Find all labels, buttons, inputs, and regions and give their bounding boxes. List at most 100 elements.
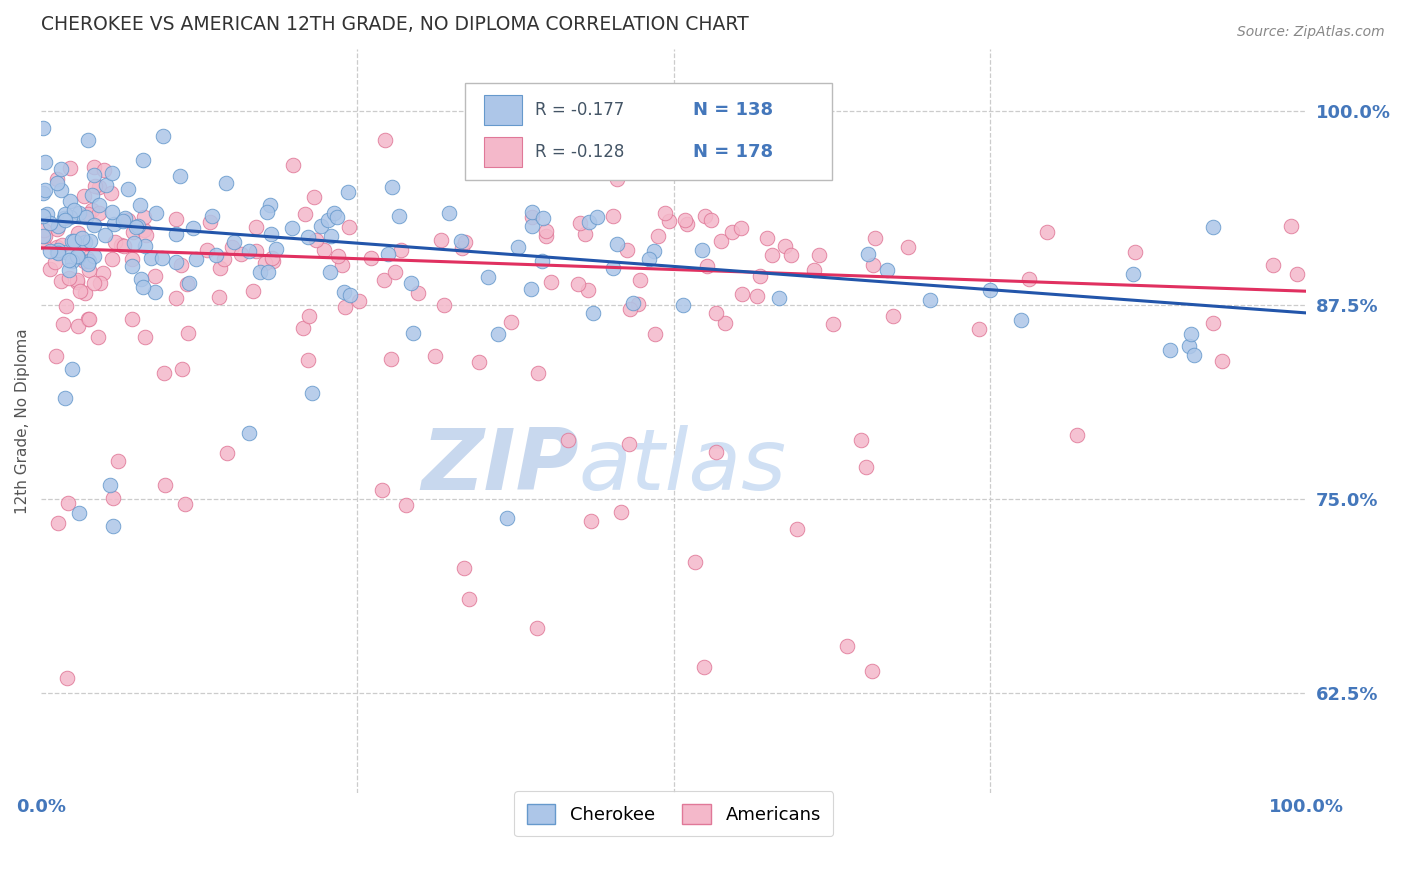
Point	[918, 293, 941, 308]
Point	[124, 236, 146, 251]
Point	[201, 209, 224, 223]
Point	[131, 271, 153, 285]
Point	[761, 248, 783, 262]
Point	[262, 254, 284, 268]
Point	[477, 269, 499, 284]
Point	[46, 240, 69, 254]
Point	[132, 280, 155, 294]
Point	[855, 459, 877, 474]
Point	[77, 312, 100, 326]
Point	[32, 222, 55, 236]
Point	[319, 228, 342, 243]
Point	[643, 244, 665, 259]
Text: atlas: atlas	[579, 425, 787, 508]
Point	[183, 221, 205, 235]
Point	[658, 214, 681, 228]
Point	[1036, 225, 1059, 239]
Point	[253, 256, 276, 270]
Point	[579, 514, 602, 528]
Point	[1159, 343, 1181, 357]
Point	[70, 231, 93, 245]
Point	[83, 277, 105, 291]
Point	[876, 263, 898, 277]
Point	[145, 268, 167, 283]
Point	[100, 186, 122, 200]
Point	[297, 229, 319, 244]
Point	[567, 277, 589, 291]
Point	[169, 169, 191, 184]
Text: N = 178: N = 178	[693, 143, 773, 161]
Point	[63, 203, 86, 218]
Point	[177, 326, 200, 340]
Point	[46, 177, 69, 191]
Point	[257, 265, 280, 279]
Point	[67, 506, 90, 520]
Point	[77, 253, 100, 268]
Point	[775, 239, 797, 253]
Point	[706, 306, 728, 320]
Point	[39, 244, 62, 258]
Point	[91, 266, 114, 280]
Point	[49, 274, 72, 288]
Point	[89, 198, 111, 212]
Point	[122, 225, 145, 239]
Point	[60, 362, 83, 376]
Point	[316, 213, 339, 227]
Point	[79, 234, 101, 248]
Point	[101, 204, 124, 219]
Point	[451, 241, 474, 255]
Text: R = -0.177: R = -0.177	[534, 101, 624, 120]
Point	[979, 284, 1001, 298]
Point	[62, 234, 84, 248]
Point	[821, 317, 844, 331]
Point	[1122, 267, 1144, 281]
Point	[76, 133, 98, 147]
Point	[496, 511, 519, 525]
Point	[616, 243, 638, 257]
Point	[83, 168, 105, 182]
Point	[215, 176, 238, 190]
Point	[73, 188, 96, 202]
Point	[53, 391, 76, 405]
Point	[174, 498, 197, 512]
Point	[94, 178, 117, 192]
Point	[39, 216, 62, 230]
Point	[520, 219, 543, 233]
Point	[56, 496, 79, 510]
Point	[326, 210, 349, 224]
Point	[713, 316, 735, 330]
Point	[53, 211, 76, 225]
Point	[53, 207, 76, 221]
Point	[75, 285, 97, 300]
Y-axis label: 12th Grade, No Diploma: 12th Grade, No Diploma	[15, 328, 30, 514]
Text: ZIP: ZIP	[422, 425, 579, 508]
Point	[59, 161, 82, 175]
Point	[882, 309, 904, 323]
Point	[638, 252, 661, 267]
Point	[242, 285, 264, 299]
Point	[609, 505, 631, 519]
Point	[336, 186, 359, 200]
Point	[143, 285, 166, 299]
Point	[58, 253, 80, 268]
Point	[221, 240, 243, 254]
Point	[56, 671, 79, 685]
Point	[693, 209, 716, 223]
Point	[134, 238, 156, 252]
Point	[534, 228, 557, 243]
Point	[835, 639, 858, 653]
Point	[89, 206, 111, 220]
Point	[381, 180, 404, 194]
Point	[1177, 339, 1199, 353]
Point	[153, 367, 176, 381]
Point	[333, 301, 356, 315]
Point	[380, 351, 402, 366]
Point	[606, 237, 628, 252]
Point	[311, 219, 333, 233]
Point	[249, 265, 271, 279]
Point	[602, 260, 624, 275]
Point	[132, 223, 155, 237]
Point	[75, 211, 97, 225]
Point	[31, 186, 53, 201]
Point	[67, 226, 90, 240]
